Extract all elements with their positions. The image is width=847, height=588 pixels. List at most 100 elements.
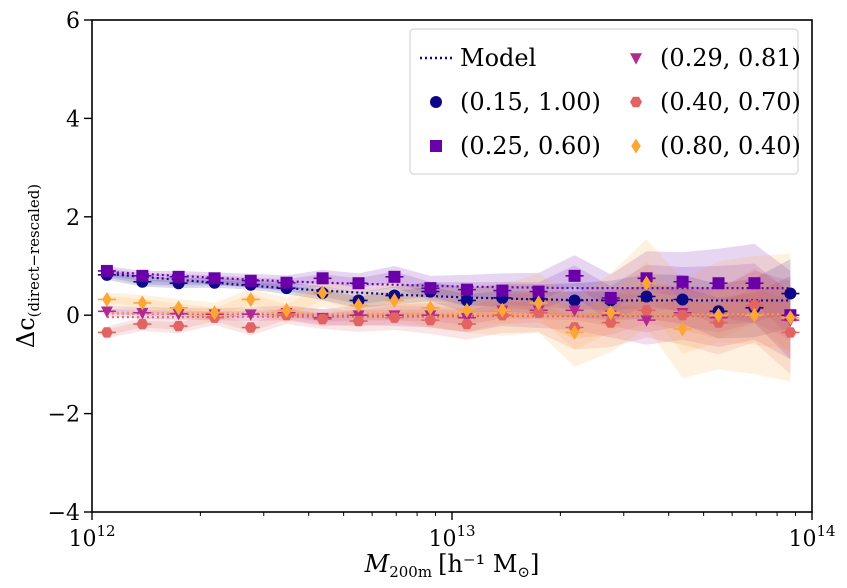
legend-swatch-s1 xyxy=(430,96,442,108)
legend: Model (0.15, 1.00) (0.25, 0.60) (0.29, 0.81… xyxy=(409,28,801,175)
legend-swatch-s3 xyxy=(630,53,642,65)
y-axis-label: Δc(direct−rescaled) xyxy=(12,184,43,348)
point-s2 xyxy=(604,291,617,304)
y-tick-label: 4 xyxy=(66,107,80,132)
point-s4 xyxy=(676,310,689,321)
point-s4 xyxy=(244,322,257,333)
point-s5 xyxy=(353,297,364,313)
point-s4 xyxy=(532,307,545,318)
y-tick-label: 0 xyxy=(66,304,80,329)
point-s3 xyxy=(640,315,653,327)
y-axis-ticks: −4 −2 0 2 4 6 xyxy=(48,9,92,526)
point-s4 xyxy=(100,327,113,338)
point-s2 xyxy=(352,277,365,290)
point-s3 xyxy=(244,309,257,321)
legend-label-s1: (0.15, 1.00) xyxy=(460,88,601,116)
y-tick-label: −2 xyxy=(48,403,80,428)
point-s5 xyxy=(317,285,328,301)
point-s1 xyxy=(784,287,797,300)
point-s2 xyxy=(748,277,761,290)
point-s5 xyxy=(677,321,688,337)
legend-swatch-s2 xyxy=(430,140,442,152)
y-tick-label: 6 xyxy=(66,9,80,34)
point-s5 xyxy=(173,300,184,316)
point-s2 xyxy=(100,264,113,277)
point-s4 xyxy=(604,317,617,328)
point-s2 xyxy=(568,269,581,282)
point-s2 xyxy=(676,275,689,288)
x-tick-label: 1013 xyxy=(428,522,475,552)
point-s2 xyxy=(244,274,257,287)
point-s5 xyxy=(605,305,616,321)
point-s2 xyxy=(532,285,545,298)
point-s2 xyxy=(424,282,437,295)
point-s5 xyxy=(497,302,508,318)
model-line-s4 xyxy=(106,315,791,319)
legend-label-s4: (0.40, 0.70) xyxy=(660,88,801,116)
point-s5 xyxy=(462,302,472,318)
point-s4 xyxy=(316,313,329,325)
y-tick-label: −4 xyxy=(48,501,80,526)
point-s2 xyxy=(460,283,473,296)
y-tick-label: 2 xyxy=(66,206,80,231)
point-s4 xyxy=(460,318,473,330)
point-s3 xyxy=(568,305,581,317)
point-s4 xyxy=(784,327,797,338)
band-s5 xyxy=(106,238,791,382)
point-s5 xyxy=(569,324,580,340)
point-s1 xyxy=(640,290,653,303)
point-s2 xyxy=(136,269,149,282)
band-s4 xyxy=(106,268,791,375)
point-s5 xyxy=(209,305,220,321)
point-s2 xyxy=(388,270,401,283)
point-s5 xyxy=(281,302,292,318)
point-s1 xyxy=(568,294,581,307)
point-s5 xyxy=(533,295,544,311)
point-s2 xyxy=(280,276,293,289)
point-s3 xyxy=(136,307,149,320)
point-s5 xyxy=(641,275,652,291)
inner-band-s1 xyxy=(106,272,791,325)
x-axis-label: M200m [h⁻¹ M⊙] xyxy=(364,550,540,581)
legend-box xyxy=(409,28,799,175)
legend-label-s3: (0.29, 0.81) xyxy=(660,44,801,72)
point-s5 xyxy=(785,310,796,326)
point-s2 xyxy=(172,270,185,283)
point-s3 xyxy=(100,306,113,318)
legend-label-model: Model xyxy=(460,44,536,72)
point-s4 xyxy=(136,318,149,330)
point-s4 xyxy=(748,300,761,311)
point-s4 xyxy=(388,312,401,323)
point-s2 xyxy=(316,272,329,285)
point-s4 xyxy=(352,315,365,327)
legend-label-s2: (0.25, 0.60) xyxy=(460,132,601,160)
point-s4 xyxy=(172,320,185,332)
point-s2 xyxy=(712,277,725,290)
point-s5 xyxy=(713,307,724,323)
x-axis-ticks: 1012 1013 1014 xyxy=(68,512,836,552)
inner-band-s5 xyxy=(106,261,791,354)
point-s5 xyxy=(389,292,400,308)
model-line-s5 xyxy=(106,311,791,316)
legend-label-s5: (0.80, 0.40) xyxy=(660,132,801,160)
point-s5 xyxy=(425,300,436,316)
legend-swatch-s5 xyxy=(631,138,641,154)
point-s4 xyxy=(640,305,653,316)
model-curves xyxy=(106,270,791,319)
band-s1 xyxy=(106,259,791,339)
point-s5 xyxy=(245,291,256,307)
point-s5 xyxy=(137,295,148,311)
point-s2 xyxy=(496,284,509,297)
point-s1 xyxy=(676,293,689,306)
model-line-s2 xyxy=(106,270,791,290)
point-s3 xyxy=(460,312,473,325)
inner-band-s4 xyxy=(106,286,791,354)
point-s1 xyxy=(460,294,473,307)
x-tick-label: 1012 xyxy=(68,522,115,552)
point-s5 xyxy=(102,291,112,307)
model-line-s1 xyxy=(106,272,791,302)
point-s2 xyxy=(208,272,221,285)
data-points xyxy=(97,264,800,340)
point-s5 xyxy=(749,307,760,323)
point-s4 xyxy=(424,314,437,326)
